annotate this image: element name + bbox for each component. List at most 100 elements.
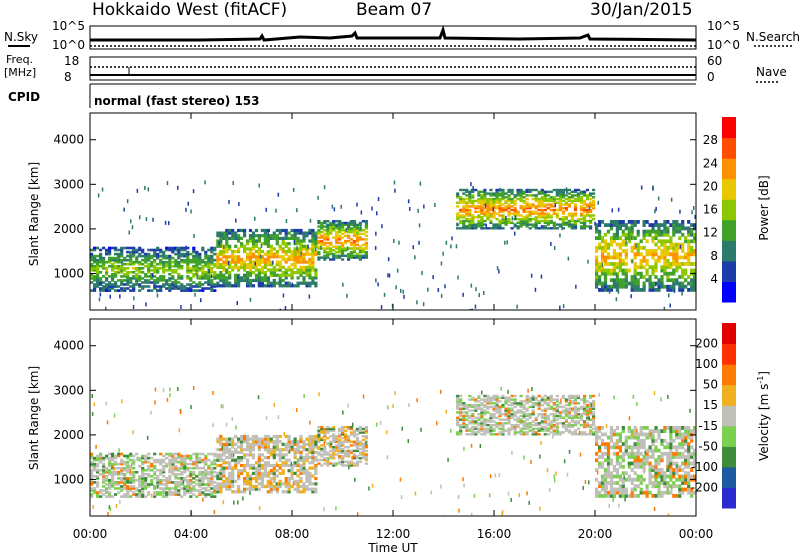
echo-cell [609,487,614,492]
echo-cell [672,284,676,289]
echo-cell [150,256,154,260]
echo-cell [347,247,351,250]
echo-cell [549,197,553,201]
echo-cell [168,468,172,472]
echo-cell [681,232,685,237]
echo-cell [543,425,547,429]
echo-cell [471,217,475,221]
echo-cell [96,246,100,250]
echo-cell [501,216,505,219]
echo-cell [150,264,154,268]
echo-cell [311,260,315,264]
echo-cell [636,245,640,250]
echo-cell [627,445,631,450]
echo-cell [186,479,190,482]
echo-cell [567,403,571,407]
echo-cell [570,396,574,399]
echo-noise [185,207,187,212]
echo-cell [296,450,300,454]
echo-cell [207,485,211,488]
echo-cell [254,477,259,481]
echo-cell [308,434,312,439]
echo-cell [93,258,97,262]
echo-cell [573,411,578,414]
echo-cell [552,420,556,423]
echo-cell [639,487,643,492]
echo-cell [207,262,211,266]
cpid-text: normal (fast stereo) 153 [94,94,260,108]
echo-cell [477,190,481,193]
echo-cell [561,423,565,427]
echo-cell [549,405,553,409]
echo-cell [287,490,291,494]
echo-cell [522,196,526,199]
echo-cell [314,268,318,272]
echo-cell [326,230,330,234]
echo-noise [597,200,599,205]
echo-noise [693,206,695,210]
echo-cell [156,460,160,464]
echo-cell [681,284,685,289]
echo-cell [213,289,217,292]
echo-cell [248,257,253,262]
echo-cell [141,248,145,252]
echo-cell [311,244,315,248]
echo-cell [228,228,232,233]
echo-cell [546,223,550,226]
echo-cell [290,255,294,259]
echo-cell [290,234,294,238]
echo-cell [558,194,562,197]
echo-cell [126,477,130,480]
echo-cell [257,456,261,460]
echo-cell [254,469,259,473]
echo-cell [636,448,640,453]
echo-cell [120,250,124,254]
echo-cell [320,247,324,250]
echo-cell [326,234,330,237]
echo-cell [480,194,484,197]
echo-cell [90,248,94,252]
echo-cell [459,219,463,223]
echo-cell [272,440,276,444]
echo-cell [120,477,124,480]
echo-cell [93,466,97,470]
echo-cell [621,471,625,476]
echo-cell [287,484,291,489]
echo-cell [305,265,309,269]
echo-cell [576,219,581,223]
echo-cell [246,255,250,259]
echo-noise [383,292,386,297]
echo-cell [510,407,514,410]
echo-cell [633,464,637,469]
echo-cell [141,489,145,492]
echo-cell [335,230,339,234]
echo-cell [462,420,466,423]
echo-cell [642,490,646,495]
echo-cell [317,436,321,440]
echo-cell [204,462,208,466]
echo-cell [657,223,661,227]
echo-cell [355,447,360,451]
echo-cell [305,273,309,277]
power-echoes [90,180,696,310]
echo-cell [320,431,324,434]
echo-cell [477,407,481,410]
echo-cell [228,474,232,478]
echo-cell [311,466,315,470]
echo-cell [120,452,124,456]
echo-cell [237,458,241,462]
echo-noise [475,287,477,292]
echo-cell [120,264,124,268]
echo-cell [225,236,229,240]
echo-cell [195,254,199,258]
echo-cell [266,456,270,460]
echo-cell [329,462,333,465]
echo-cell [287,463,291,468]
echo-cell [660,249,664,253]
echo-cell [558,413,562,416]
echo-cell [108,287,112,290]
echo-cell [498,411,502,414]
echo-cell [174,458,178,462]
echo-cell [186,468,190,472]
echo-cell [165,477,169,480]
